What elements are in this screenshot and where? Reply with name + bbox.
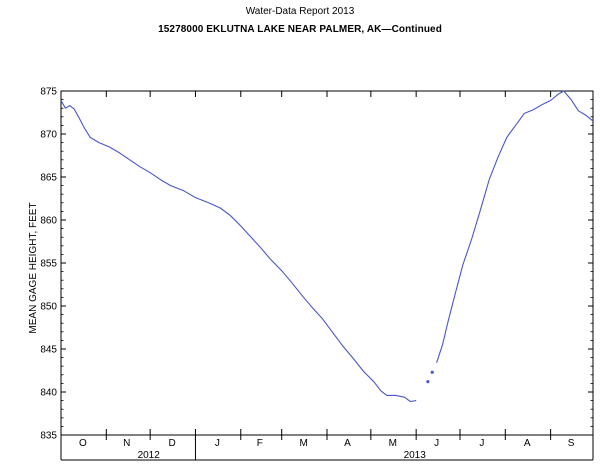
x-year-label: 2012 xyxy=(138,450,161,461)
plot-frame xyxy=(60,90,594,436)
station-title: 15278000 EKLUTNA LAKE NEAR PALMER, AK—Co… xyxy=(158,24,442,35)
x-month-label: M xyxy=(389,438,397,449)
x-month-label: F xyxy=(257,438,263,449)
y-axis-label: MEAN GAGE HEIGHT, FEET xyxy=(28,202,39,333)
x-year-label: 2013 xyxy=(404,450,427,461)
y-tick-label: 850 xyxy=(40,302,57,313)
data-point xyxy=(430,370,434,374)
y-tick-label: 845 xyxy=(40,345,57,356)
x-month-label: N xyxy=(123,438,130,449)
x-month-label: A xyxy=(524,438,531,449)
y-tick-label: 860 xyxy=(40,216,57,227)
plot-area: 835 840 845 850 855 860 865 870 875 O N D J F M A M J J A S 2… xyxy=(40,87,594,461)
x-month-label: J xyxy=(479,438,484,449)
x-month-label: A xyxy=(344,438,351,449)
x-month-label: J xyxy=(215,438,220,449)
y-tick-label: 840 xyxy=(40,388,57,399)
series-line xyxy=(60,100,417,403)
y-tick-label: 865 xyxy=(40,173,57,184)
x-month-label: O xyxy=(79,438,87,449)
x-month-label: M xyxy=(299,438,307,449)
y-tick-label: 855 xyxy=(40,259,57,270)
y-tick-label: 870 xyxy=(40,130,57,141)
x-month-label: D xyxy=(168,438,175,449)
y-tick-label: 835 xyxy=(40,431,57,442)
series-line xyxy=(436,90,594,363)
report-header: Water-Data Report 2013 xyxy=(245,6,355,17)
y-tick-label: 875 xyxy=(40,87,57,98)
data-point xyxy=(426,380,430,384)
x-month-label: J xyxy=(434,438,439,449)
x-month-label: S xyxy=(568,438,575,449)
